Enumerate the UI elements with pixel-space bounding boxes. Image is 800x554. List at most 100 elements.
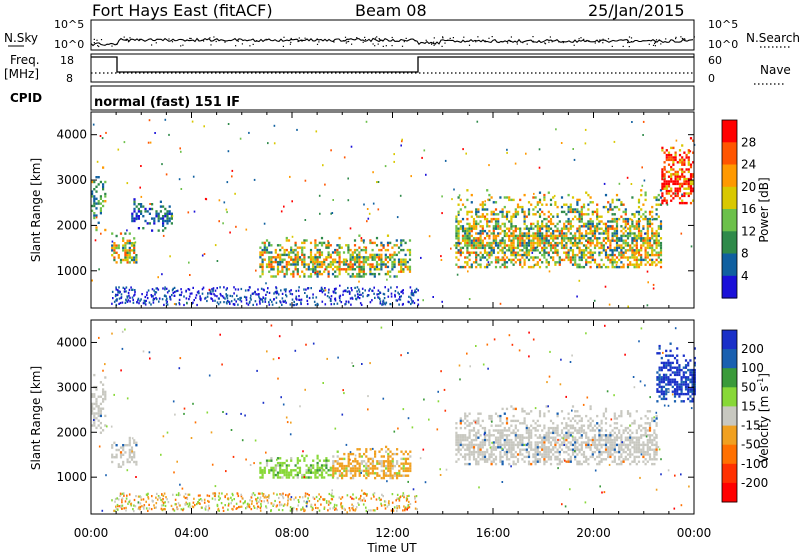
power-echo-cell xyxy=(358,246,361,249)
power-echo-cell xyxy=(301,263,304,266)
power-clutter-cell xyxy=(268,301,270,304)
power-clutter-cell xyxy=(408,295,410,298)
date-label: 25/Jan/2015 xyxy=(588,1,685,20)
power-clutter-cell xyxy=(165,295,167,298)
power-clutter-cell xyxy=(128,288,131,291)
power-echo-cell xyxy=(633,249,636,252)
power-echo-cell xyxy=(503,246,506,250)
power-echo-cell xyxy=(268,263,271,266)
power-echo-cell xyxy=(569,246,572,250)
power-echo-cell xyxy=(298,258,302,261)
nsearch-point xyxy=(433,41,435,43)
power-echo-cell xyxy=(265,263,269,266)
power-echo-cell xyxy=(492,251,495,254)
power-echo-cell xyxy=(472,227,476,230)
power-echo-cell xyxy=(461,234,465,238)
velocity-echo-cell xyxy=(569,448,572,451)
power-sparse-cell xyxy=(627,305,629,308)
velocity-echo-cell xyxy=(578,462,581,466)
velocity-echo-cell xyxy=(521,410,524,413)
power-echo-cell xyxy=(270,258,273,261)
velocity-echo-cell xyxy=(567,460,570,463)
power-echo-cell xyxy=(569,203,572,206)
power-echo-cell xyxy=(637,265,641,269)
velocity-echo-cell xyxy=(113,456,116,459)
velocity-echo-cell xyxy=(404,469,407,473)
power-echo-cell xyxy=(371,272,374,276)
power-clutter-cell xyxy=(414,291,416,294)
power-echo-cell xyxy=(541,246,544,250)
velocity-echo-cell xyxy=(554,458,557,461)
velocity-echo-cell xyxy=(407,452,410,456)
power-sparse-cell xyxy=(161,163,163,166)
power-clutter-cell xyxy=(210,297,212,300)
velocity-echo-cell xyxy=(475,458,478,461)
power-echo-cell xyxy=(93,204,96,208)
power-echo-cell xyxy=(490,232,493,235)
power-echo-cell xyxy=(492,227,495,230)
power-echo-cell xyxy=(483,208,487,211)
power-clutter-cell xyxy=(293,303,295,307)
velocity-echo-cell xyxy=(488,438,491,442)
velocity-echo-cell xyxy=(651,438,654,442)
velocity-echo-cell xyxy=(620,460,623,463)
power-echo-cell xyxy=(629,256,632,259)
power-echo-cell xyxy=(659,196,663,199)
power-echo-cell xyxy=(593,261,597,264)
velocity-echo-cell xyxy=(341,474,344,477)
power-echo-cell xyxy=(501,237,504,240)
velocity-echo-cell xyxy=(472,455,476,459)
power-echo-cell xyxy=(126,258,129,262)
power-echo-cell xyxy=(301,260,304,264)
velocity-echo-cell xyxy=(613,438,616,442)
velocity-echo-cell xyxy=(285,473,288,477)
velocity-echo-cell xyxy=(343,452,346,456)
velocity-echo-cell xyxy=(585,441,588,444)
power-echo-cell xyxy=(386,260,390,264)
power-sparse-cell xyxy=(263,222,266,225)
power-echo-cell xyxy=(503,251,506,254)
velocity-echo-cell xyxy=(481,426,484,430)
velocity-echo-cell xyxy=(662,397,666,401)
nsearch-point xyxy=(111,45,113,47)
velocity-echo-cell xyxy=(486,438,489,442)
velocity-echo-cell xyxy=(503,434,506,437)
power-echo-cell xyxy=(309,260,313,264)
velocity-echo-cell xyxy=(642,446,645,449)
velocity-echo-cell xyxy=(285,464,288,467)
power-echo-cell xyxy=(285,263,288,266)
power-echo-cell xyxy=(640,189,643,192)
velocity-echo-cell xyxy=(604,429,608,432)
power-clutter-cell xyxy=(225,295,228,298)
velocity-echo-cell xyxy=(122,463,125,466)
power-echo-cell xyxy=(395,275,398,278)
velocity-echo-cell xyxy=(578,431,581,435)
power-echo-cell xyxy=(468,253,471,257)
power-sparse-cell xyxy=(525,152,527,155)
power-echo-cell xyxy=(678,161,682,164)
velocity-echo-cell xyxy=(631,438,634,442)
power-echo-cell xyxy=(536,261,539,264)
power-echo-cell xyxy=(624,239,627,242)
velocity-echo-cell xyxy=(580,448,583,451)
velocity-echo-cell xyxy=(296,461,299,465)
power-echo-cell xyxy=(320,263,324,266)
velocity-echo-cell xyxy=(276,457,280,460)
power-echo-cell xyxy=(305,268,308,271)
power-echo-cell xyxy=(362,265,365,269)
power-clutter-cell xyxy=(250,298,252,301)
power-echo-cell xyxy=(301,253,304,257)
power-sparse-cell xyxy=(203,253,206,255)
power-echo-cell xyxy=(486,234,489,238)
velocity-echo-cell xyxy=(378,474,381,477)
power-echo-cell xyxy=(347,268,350,271)
velocity-echo-cell xyxy=(352,452,355,456)
power-echo-cell xyxy=(494,208,498,211)
velocity-echo-cell xyxy=(472,450,476,454)
power-echo-cell xyxy=(633,232,636,235)
power-echo-cell xyxy=(131,219,134,223)
power-clutter-cell xyxy=(308,296,311,300)
power-echo-cell xyxy=(459,265,462,269)
power-echo-cell xyxy=(637,222,641,226)
velocity-echo-cell xyxy=(505,419,509,423)
